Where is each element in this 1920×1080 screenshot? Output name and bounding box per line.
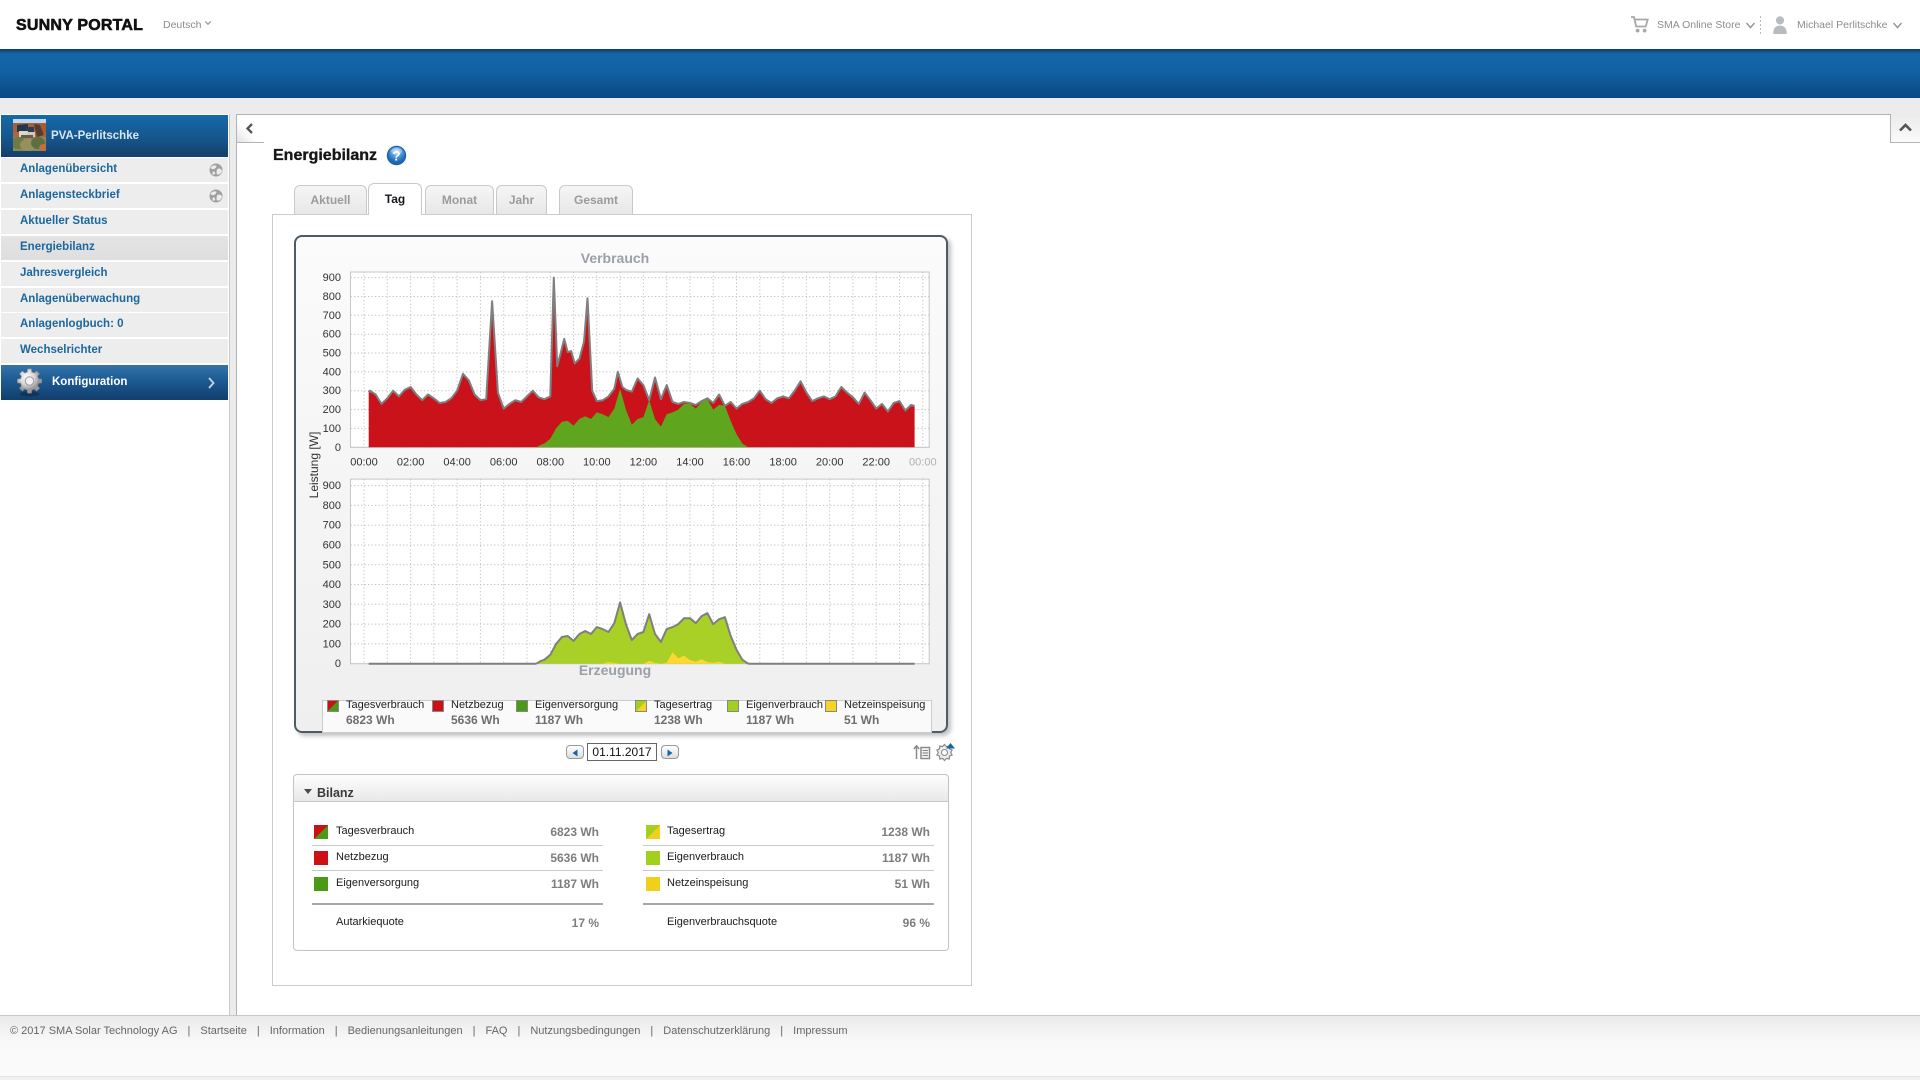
svg-text:14:00: 14:00 xyxy=(676,457,704,469)
svg-text:00:00: 00:00 xyxy=(909,457,937,469)
svg-text:500: 500 xyxy=(323,559,341,571)
svg-text:400: 400 xyxy=(323,366,341,378)
svg-text:12:00: 12:00 xyxy=(630,457,658,469)
svg-text:08:00: 08:00 xyxy=(537,457,565,469)
svg-text:600: 600 xyxy=(323,329,341,341)
svg-text:06:00: 06:00 xyxy=(490,457,518,469)
svg-text:300: 300 xyxy=(323,385,341,397)
svg-text:10:00: 10:00 xyxy=(583,457,611,469)
svg-text:0: 0 xyxy=(335,442,341,454)
svg-text:300: 300 xyxy=(323,599,341,611)
svg-text:?: ? xyxy=(392,148,400,163)
svg-text:20:00: 20:00 xyxy=(816,457,844,469)
svg-text:800: 800 xyxy=(323,291,341,303)
svg-text:900: 900 xyxy=(323,480,341,492)
svg-text:02:00: 02:00 xyxy=(397,457,425,469)
svg-text:200: 200 xyxy=(323,619,341,631)
svg-text:0: 0 xyxy=(335,658,341,670)
svg-text:00:00: 00:00 xyxy=(350,457,378,469)
svg-text:600: 600 xyxy=(323,540,341,552)
svg-text:400: 400 xyxy=(323,579,341,591)
svg-text:100: 100 xyxy=(323,638,341,650)
svg-text:700: 700 xyxy=(323,310,341,322)
svg-text:800: 800 xyxy=(323,500,341,512)
svg-text:100: 100 xyxy=(323,423,341,435)
svg-text:22:00: 22:00 xyxy=(862,457,890,469)
svg-text:18:00: 18:00 xyxy=(769,457,797,469)
svg-text:700: 700 xyxy=(323,520,341,532)
svg-text:16:00: 16:00 xyxy=(723,457,751,469)
svg-text:900: 900 xyxy=(323,272,341,284)
svg-text:500: 500 xyxy=(323,348,341,360)
svg-text:200: 200 xyxy=(323,404,341,416)
svg-text:04:00: 04:00 xyxy=(443,457,471,469)
